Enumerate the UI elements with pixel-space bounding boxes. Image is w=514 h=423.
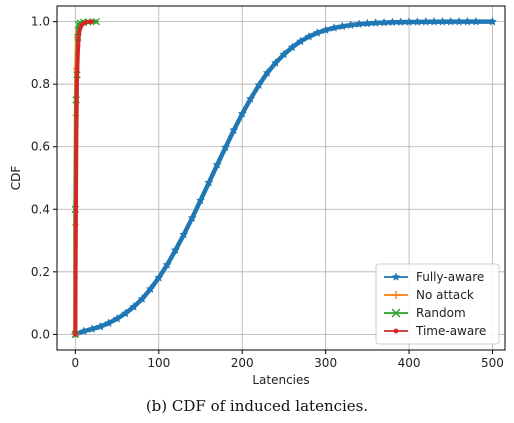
data-point bbox=[287, 42, 297, 52]
data-point bbox=[454, 16, 464, 26]
y-axis-label: CDF bbox=[9, 166, 23, 191]
data-point bbox=[321, 25, 331, 35]
x-tick-label: 0 bbox=[72, 356, 80, 370]
data-point bbox=[354, 19, 364, 29]
legend-marker bbox=[391, 308, 401, 318]
legend-item: No attack bbox=[384, 288, 474, 302]
plot-border bbox=[56, 5, 506, 351]
data-point bbox=[195, 195, 206, 205]
legend-box bbox=[375, 263, 500, 345]
data-point bbox=[437, 16, 448, 26]
axis-ticks: 0 100 200 300 400 500 0.0 0.2 0.4 0.6 0.8 1.0 bbox=[31, 15, 504, 370]
legend-item: Random bbox=[384, 306, 466, 320]
data-point bbox=[90, 19, 94, 24]
data-point bbox=[279, 49, 289, 59]
data-point bbox=[75, 50, 80, 55]
data-point bbox=[87, 324, 97, 333]
data-point bbox=[412, 17, 423, 26]
legend-label: Time-aware bbox=[415, 324, 486, 338]
data-point bbox=[77, 29, 82, 33]
cdf-chart: 0 100 200 300 400 500 0.0 0.2 0.4 0.6 0.8 1.0 Laten… bbox=[9, 5, 506, 387]
legend-marker bbox=[392, 291, 400, 299]
data-point bbox=[154, 272, 164, 282]
data-point bbox=[137, 294, 147, 303]
legend-item: Fully-aware bbox=[384, 270, 484, 284]
y-tick-label: 0.8 bbox=[31, 77, 50, 91]
legend-label: No attack bbox=[416, 288, 474, 302]
data-point bbox=[187, 213, 197, 222]
data-point bbox=[74, 160, 79, 165]
data-point bbox=[396, 17, 406, 27]
data-point bbox=[346, 20, 356, 29]
data-point bbox=[95, 321, 106, 331]
data-point bbox=[245, 94, 256, 103]
x-tick-label: 500 bbox=[481, 356, 504, 370]
data-point bbox=[76, 35, 81, 40]
data-point bbox=[74, 113, 79, 118]
data-point bbox=[362, 18, 372, 28]
x-axis-label: Latencies bbox=[252, 373, 309, 387]
data-point bbox=[92, 17, 100, 26]
data-point bbox=[329, 23, 339, 32]
y-tick-label: 0.0 bbox=[31, 327, 50, 341]
data-point bbox=[446, 16, 456, 26]
data-point bbox=[312, 28, 322, 37]
data-point bbox=[79, 326, 89, 336]
data-point bbox=[75, 76, 79, 80]
data-point bbox=[179, 229, 189, 239]
data-point bbox=[204, 177, 214, 187]
data-point bbox=[471, 16, 481, 26]
data-point bbox=[337, 21, 347, 31]
x-tick-label: 100 bbox=[147, 356, 170, 370]
data-point bbox=[170, 245, 181, 255]
data-point bbox=[73, 332, 78, 337]
data-point bbox=[404, 17, 414, 26]
figure-caption: (b) CDF of induced latencies. bbox=[145, 397, 369, 415]
grid bbox=[57, 6, 505, 350]
data-point bbox=[145, 284, 156, 293]
legend-label: Random bbox=[416, 306, 466, 320]
y-tick-label: 0.6 bbox=[31, 140, 50, 154]
data-point bbox=[429, 16, 439, 26]
data-point bbox=[379, 17, 389, 27]
data-point bbox=[387, 17, 397, 27]
data-point bbox=[295, 36, 306, 46]
data-point bbox=[162, 260, 172, 269]
data-point bbox=[254, 80, 264, 90]
legend-marker bbox=[391, 272, 401, 281]
data-point bbox=[462, 16, 473, 26]
legend: Fully-aware No attack Random Time-aware bbox=[375, 263, 500, 345]
data-point bbox=[371, 18, 381, 27]
series-fully-aware bbox=[70, 16, 498, 339]
legend-marker bbox=[393, 328, 399, 334]
data-point bbox=[104, 318, 114, 328]
data-point bbox=[73, 238, 78, 243]
data-point bbox=[229, 125, 239, 135]
data-point bbox=[112, 313, 122, 323]
data-point bbox=[270, 58, 281, 67]
data-point bbox=[262, 68, 272, 77]
y-tick-label: 0.2 bbox=[31, 265, 50, 279]
data-point bbox=[487, 16, 498, 26]
data-point bbox=[421, 16, 431, 26]
x-tick-label: 300 bbox=[314, 356, 337, 370]
data-point bbox=[237, 109, 247, 118]
data-point bbox=[120, 308, 131, 318]
legend-label: Fully-aware bbox=[416, 270, 484, 284]
x-tick-label: 400 bbox=[398, 356, 421, 370]
y-tick-label: 0.4 bbox=[31, 202, 50, 216]
data-point bbox=[220, 142, 231, 152]
y-tick-label: 1.0 bbox=[31, 15, 50, 29]
series-layer bbox=[70, 16, 498, 339]
x-tick-label: 200 bbox=[231, 356, 254, 370]
data-point bbox=[78, 25, 83, 30]
series-time-aware bbox=[73, 19, 95, 337]
data-point bbox=[129, 301, 139, 311]
data-point bbox=[212, 160, 222, 169]
data-point bbox=[304, 31, 314, 41]
legend-item: Time-aware bbox=[384, 324, 486, 338]
